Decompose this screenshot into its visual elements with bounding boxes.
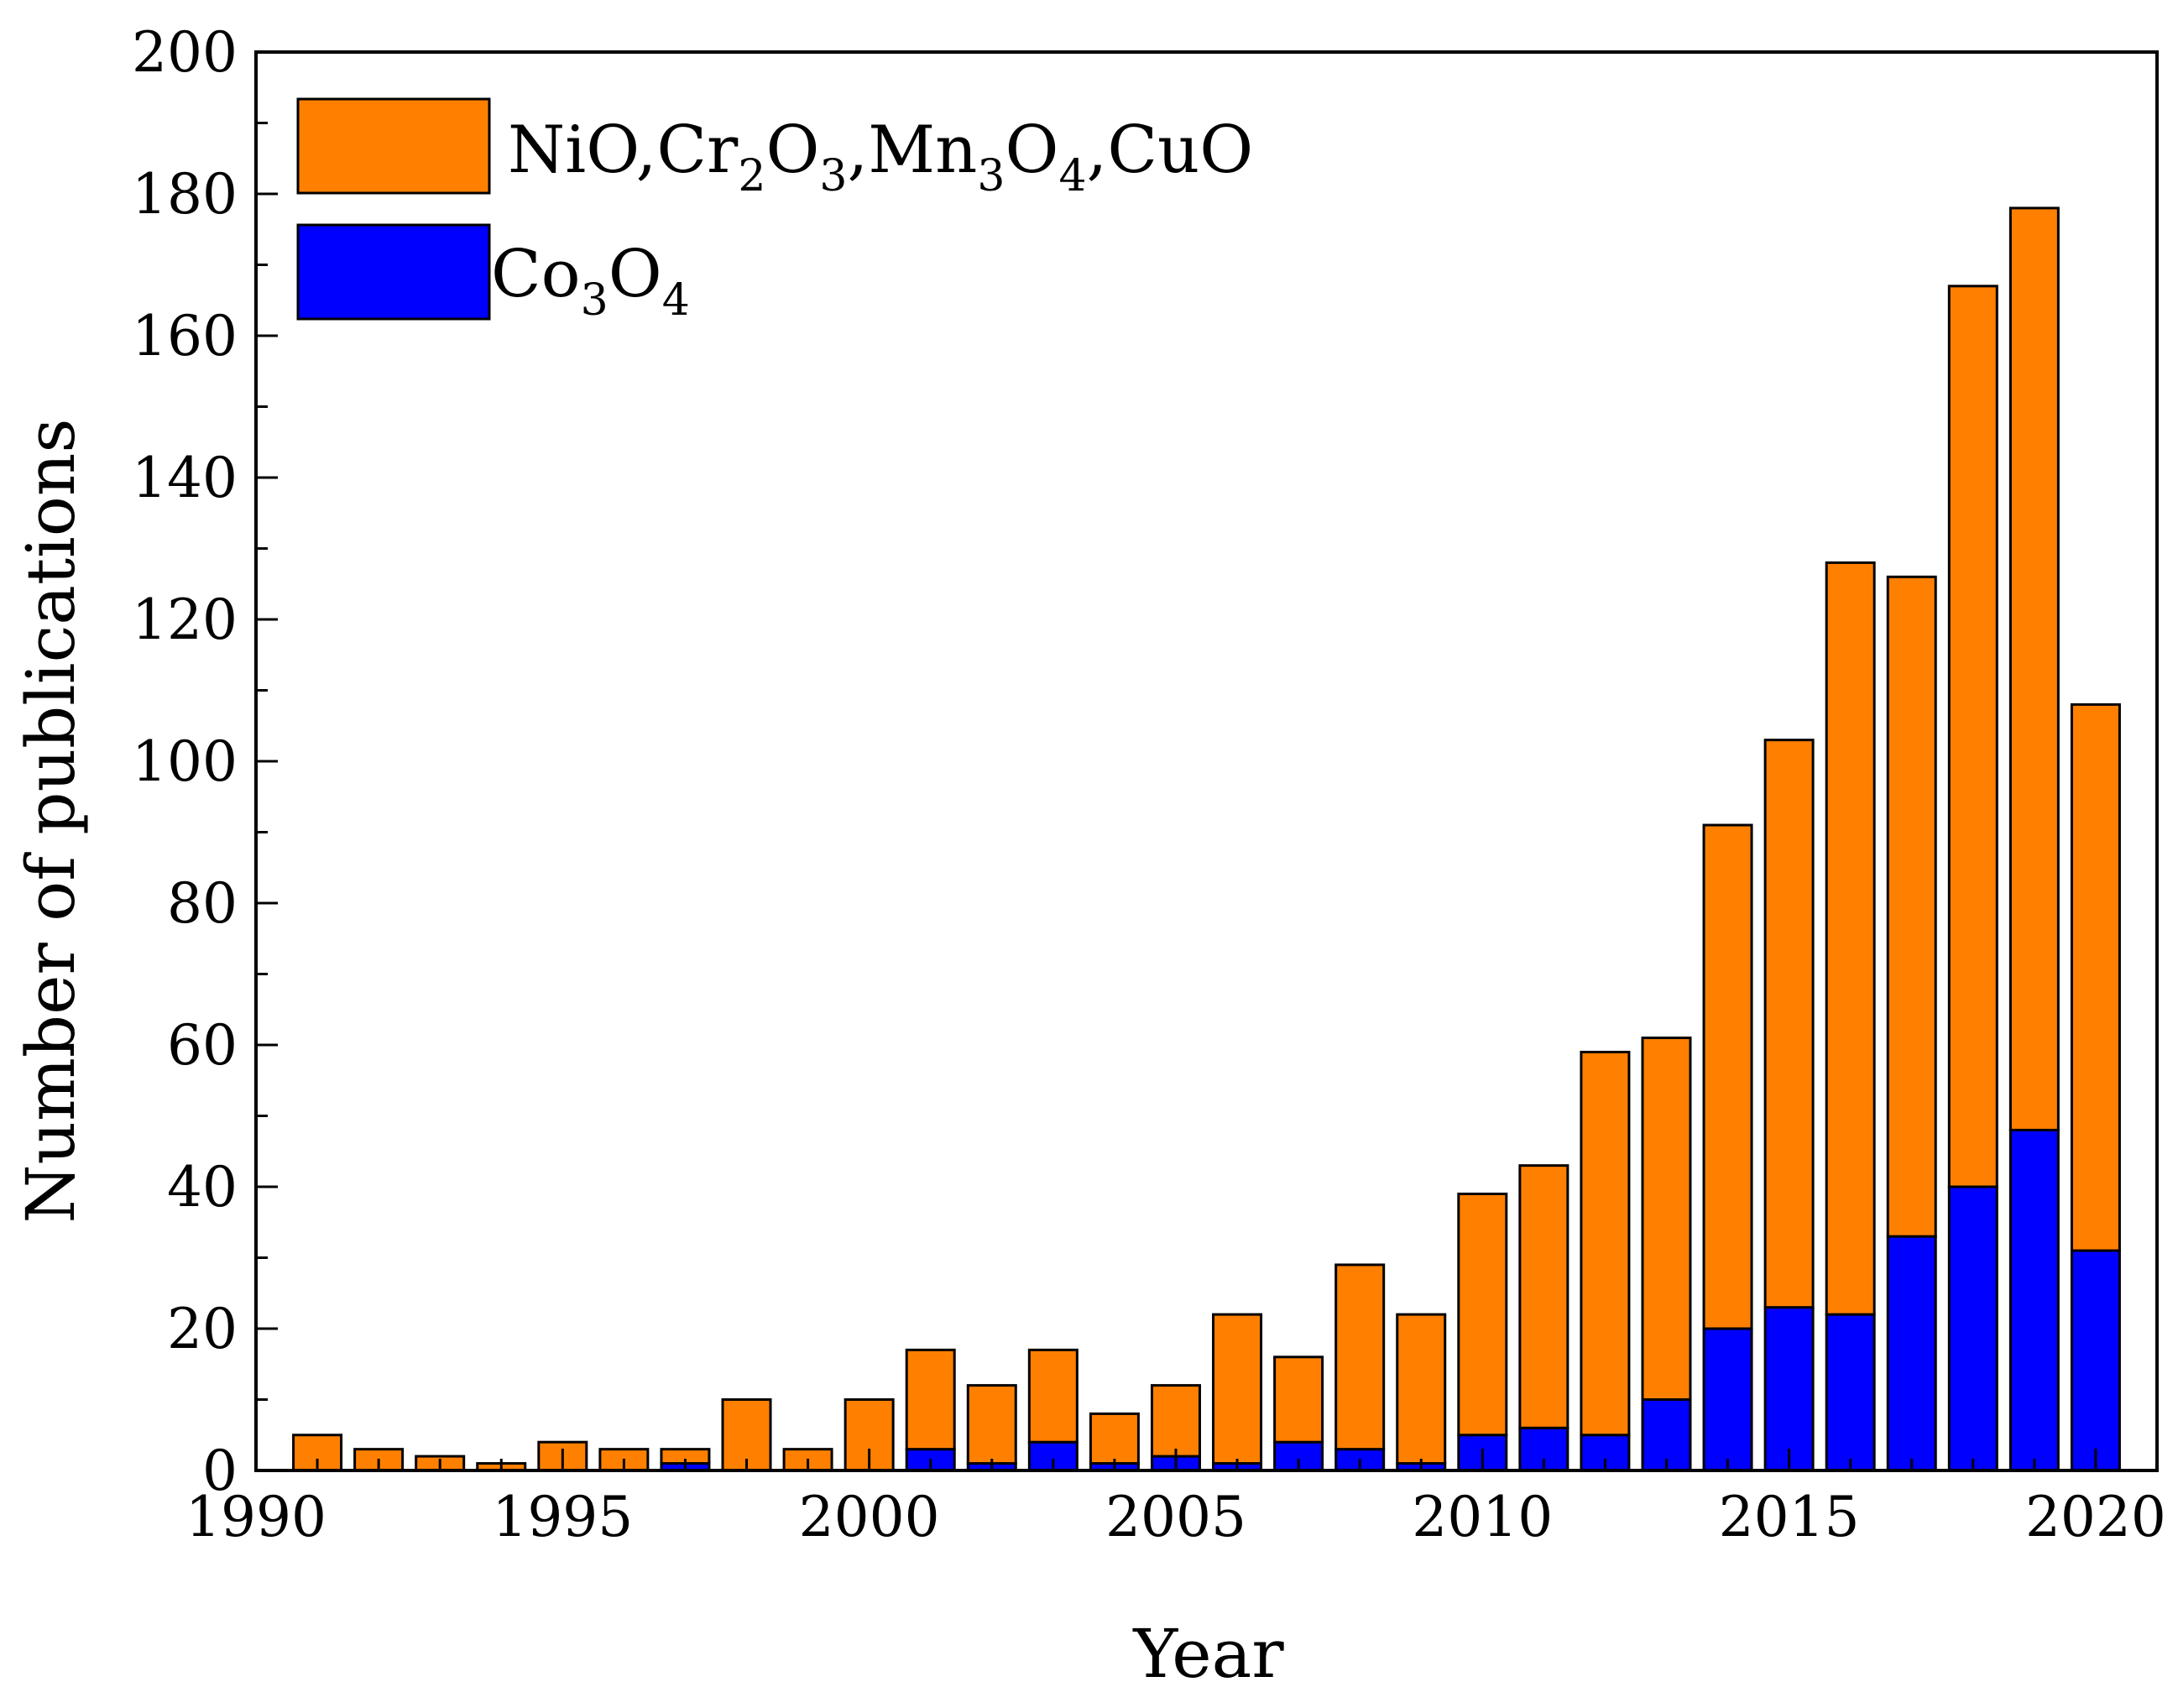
y-tick-label-140: 140 — [132, 446, 238, 510]
bar-other-oxides-2011 — [1518, 1164, 1570, 1429]
legend-swatch-other-oxides — [296, 97, 491, 195]
bar-other-oxides-2019 — [2008, 206, 2060, 1131]
x-tick-label-2005: 2005 — [1105, 1485, 1246, 1549]
bar-other-oxides-2001 — [905, 1348, 956, 1451]
bar-other-oxides-1998 — [721, 1398, 772, 1472]
bar-other-oxides-2013 — [1641, 1037, 1692, 1402]
bar-co3o4-2019 — [2008, 1128, 2060, 1472]
bar-other-oxides-2005 — [1150, 1384, 1201, 1458]
bars-group — [292, 206, 2121, 1472]
bar-other-oxides-2006 — [1212, 1313, 1263, 1465]
legend-swatch-co3o4 — [296, 223, 491, 321]
bar-co3o4-2020 — [2070, 1249, 2121, 1472]
y-tick-label-160: 160 — [132, 304, 238, 368]
y-tick-label-40: 40 — [167, 1155, 238, 1220]
bar-co3o4-2018 — [1947, 1185, 1998, 1472]
bar-other-oxides-2020 — [2070, 703, 2121, 1252]
x-tick-label-2015: 2015 — [1719, 1485, 1860, 1549]
bar-co3o4-2016 — [1825, 1313, 1876, 1472]
tick-labels-group: 1990 1995 2000 2005 2010 2015 2020 0 20 40 60 80 100… — [132, 20, 2166, 1549]
bar-other-oxides-2010 — [1457, 1192, 1508, 1437]
x-tick-label-2000: 2000 — [799, 1485, 940, 1549]
bar-co3o4-2014 — [1702, 1327, 1753, 1472]
bar-co3o4-2017 — [1886, 1235, 1937, 1472]
bar-other-oxides-2015 — [1763, 739, 1815, 1309]
y-tick-label-100: 100 — [132, 729, 238, 794]
y-tick-label-0: 0 — [202, 1439, 238, 1503]
bar-other-oxides-2008 — [1334, 1263, 1386, 1451]
bar-other-oxides-2002 — [966, 1384, 1017, 1465]
x-tick-label-2020: 2020 — [2025, 1485, 2166, 1549]
x-tick-label-1990: 1990 — [185, 1485, 326, 1549]
legend-label-other-oxides: NiO,Cr2O3,Mn3O4,CuO — [508, 112, 1253, 201]
y-tick-label-60: 60 — [167, 1013, 238, 1078]
bar-other-oxides-2009 — [1396, 1313, 1447, 1465]
y-tick-label-20: 20 — [167, 1297, 238, 1361]
y-tick-label-180: 180 — [132, 162, 238, 227]
legend-label-co3o4: Co3O4 — [491, 237, 690, 326]
bar-other-oxides-2014 — [1702, 823, 1753, 1330]
bar-other-oxides-2016 — [1825, 561, 1876, 1316]
ticks-group — [254, 50, 2159, 1472]
y-axis-title: Number of publications — [12, 419, 90, 1224]
bar-other-oxides-2012 — [1580, 1050, 1631, 1437]
legend: NiO,Cr2O3,Mn3O4,CuO Co3O4 — [296, 97, 1253, 326]
y-tick-label-80: 80 — [167, 871, 238, 936]
bar-other-oxides-2007 — [1273, 1355, 1324, 1444]
bar-co3o4-2015 — [1763, 1306, 1815, 1472]
x-tick-label-1995: 1995 — [492, 1485, 633, 1549]
bar-other-oxides-2003 — [1027, 1348, 1079, 1444]
bar-other-oxides-2018 — [1947, 285, 1998, 1188]
bar-other-oxides-2017 — [1886, 575, 1937, 1238]
y-tick-label-200: 200 — [132, 20, 238, 85]
y-tick-label-120: 120 — [132, 588, 238, 652]
bar-other-oxides-2004 — [1089, 1412, 1140, 1465]
x-axis-title: Year — [1132, 1615, 1284, 1693]
x-tick-label-2010: 2010 — [1412, 1485, 1553, 1549]
